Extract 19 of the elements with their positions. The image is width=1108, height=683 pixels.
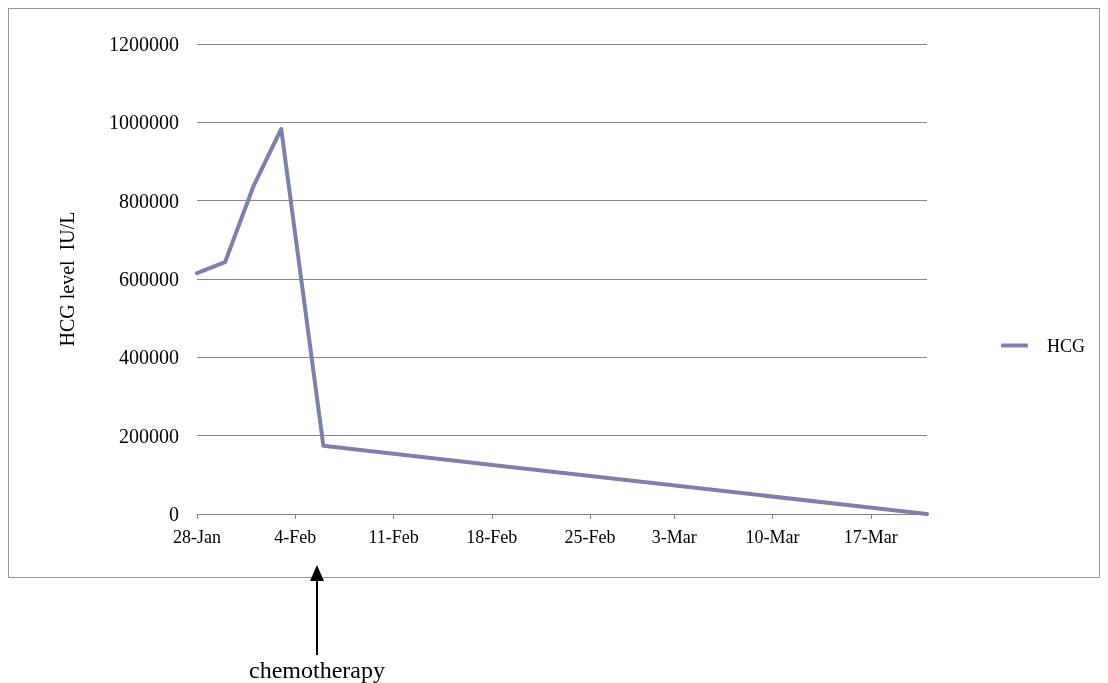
- y-tick-label: 1000000: [109, 111, 179, 134]
- y-axis-title: HCG level IU/L: [56, 211, 78, 347]
- x-tick-label: 28-Jan: [173, 527, 221, 547]
- y-tick-label: 0: [169, 503, 179, 525]
- x-tick-label: 3-Mar: [651, 527, 697, 547]
- x-tick-label: 4-Feb: [274, 527, 317, 547]
- y-tick-label: 800000: [119, 189, 179, 212]
- x-tick-label: 11-Feb: [368, 527, 419, 547]
- x-tick-label: 25-Feb: [564, 527, 616, 547]
- x-tick-label: 18-Feb: [466, 527, 518, 547]
- x-tick-label: 17-Mar: [843, 527, 898, 547]
- y-tick-label: 200000: [119, 424, 179, 447]
- y-tick-label: 400000: [119, 346, 179, 369]
- x-tick-label: 10-Mar: [745, 527, 800, 547]
- y-tick-label: 600000: [119, 268, 179, 290]
- line-series: [195, 126, 929, 516]
- text: chemotherapy: [248, 657, 386, 683]
- legend-label: HCG: [1047, 335, 1086, 356]
- y-tick-label: 1200000: [109, 33, 179, 55]
